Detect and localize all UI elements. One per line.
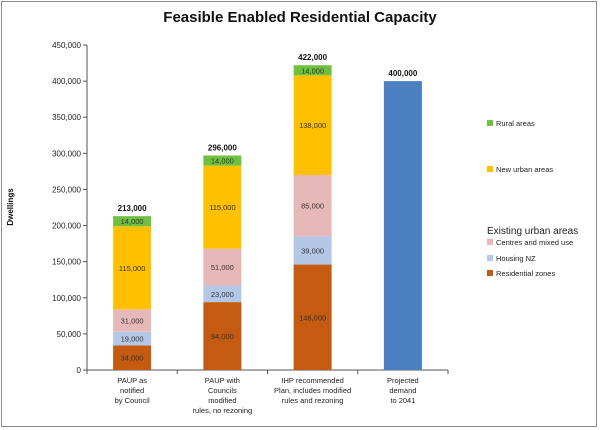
x-tick-label: IHP recommended Plan, includes modified ru… (274, 376, 351, 405)
legend-label-centres: Centres and mixed use (496, 238, 573, 247)
y-tick-label: 250,000 (52, 185, 81, 194)
x-tick-label-line: to 2041 (390, 396, 415, 405)
bar-segment-newurban (203, 165, 242, 249)
bar-segment-residential (293, 264, 332, 370)
x-tick-label-line: PAUP with (205, 376, 240, 385)
bar-segment-demand (383, 81, 422, 370)
bar-segment-newurban (113, 226, 152, 310)
y-tick-label: 450,000 (52, 41, 81, 50)
total-label: 400,000 (388, 69, 417, 78)
bar-segment-housing (113, 331, 152, 346)
x-tick-label-line: PAUP as (117, 376, 147, 385)
x-tick-label-line: IHP recommended (281, 376, 343, 385)
data-label: 23,000 (211, 290, 234, 299)
data-label: 34,000 (121, 354, 144, 363)
bar-segment-rural (203, 155, 242, 166)
x-tick-label: PAUP with Councils modified rules, no rezon… (193, 376, 253, 415)
bars: 34,000 19,000 31,000 115,000 14,000 213,000 94… (113, 53, 422, 370)
legend-group-title: Existing urban areas (487, 226, 578, 237)
legend-label-residential: Residential zones (496, 269, 555, 278)
total-label: 296,000 (208, 144, 237, 153)
y-tick-label: 0 (77, 366, 82, 375)
bar-segment-centres (203, 248, 242, 286)
bar-segment-housing (203, 285, 242, 303)
total-label: 422,000 (298, 53, 327, 62)
legend: Existing urban areas Rural areas New urban… (487, 119, 578, 278)
y-tick-label: 350,000 (52, 113, 81, 122)
bar-segment-residential (113, 345, 152, 370)
x-tick-label-line: Councils (208, 386, 237, 395)
x-tick-label-line: Plan, includes modified (274, 386, 351, 395)
bar-segment-centres (113, 309, 152, 332)
legend-swatch-housing (487, 255, 493, 261)
legend-label-rural: Rural areas (496, 119, 535, 128)
bar-segment-rural (293, 65, 332, 76)
y-axis-label: Dwellings (6, 188, 15, 226)
legend-label-newurban: New urban areas (496, 165, 553, 174)
y-tick-label: 400,000 (52, 77, 81, 86)
bar-segment-newurban (293, 75, 332, 175)
data-label: 115,000 (119, 264, 146, 273)
legend-swatch-newurban (487, 166, 493, 172)
legend-swatch-rural (487, 120, 493, 126)
y-tick-label: 50,000 (57, 330, 82, 339)
x-tick-label: PAUP as notified by Council (115, 376, 150, 405)
data-label: 31,000 (121, 317, 144, 326)
y-tick-label: 150,000 (52, 258, 81, 267)
x-tick-label-line: Projected (387, 376, 419, 385)
data-label: 51,000 (211, 263, 234, 272)
x-tick-label-line: by Council (115, 396, 150, 405)
x-tick-label-line: rules, no rezoning (193, 406, 253, 415)
data-label: 85,000 (301, 202, 324, 211)
axes: 0 50,000 100,000 150,000 200,000 250,000 300,0… (52, 41, 449, 415)
data-label: 146,000 (299, 313, 326, 322)
y-tick-label: 200,000 (52, 222, 81, 231)
y-tick-label: 300,000 (52, 149, 81, 158)
data-label: 14,000 (301, 66, 324, 75)
bar-segment-centres (293, 175, 332, 237)
data-label: 39,000 (301, 246, 324, 255)
chart-title: Feasible Enabled Residential Capacity (163, 9, 437, 26)
legend-swatch-residential (487, 270, 493, 276)
data-label: 14,000 (121, 217, 144, 226)
x-tick-label-line: notified (120, 386, 144, 395)
bar-segment-housing (293, 236, 332, 265)
bar-segment-residential (203, 302, 242, 370)
data-label: 138,000 (299, 121, 326, 130)
total-label: 213,000 (118, 204, 147, 213)
y-tick-label: 100,000 (52, 294, 81, 303)
x-tick-label-line: rules and rezoning (282, 396, 344, 405)
x-tick-label-line: modified (208, 396, 236, 405)
data-label: 94,000 (211, 332, 234, 341)
bar-segment-rural (113, 216, 152, 227)
legend-swatch-centres (487, 239, 493, 245)
x-tick-label-line: demand (389, 386, 416, 395)
data-label: 19,000 (121, 335, 144, 344)
data-label: 14,000 (211, 157, 234, 166)
legend-label-housing: Housing NZ (496, 254, 536, 263)
x-tick-label: Projected demand to 2041 (387, 376, 419, 405)
data-label: 115,000 (209, 203, 236, 212)
